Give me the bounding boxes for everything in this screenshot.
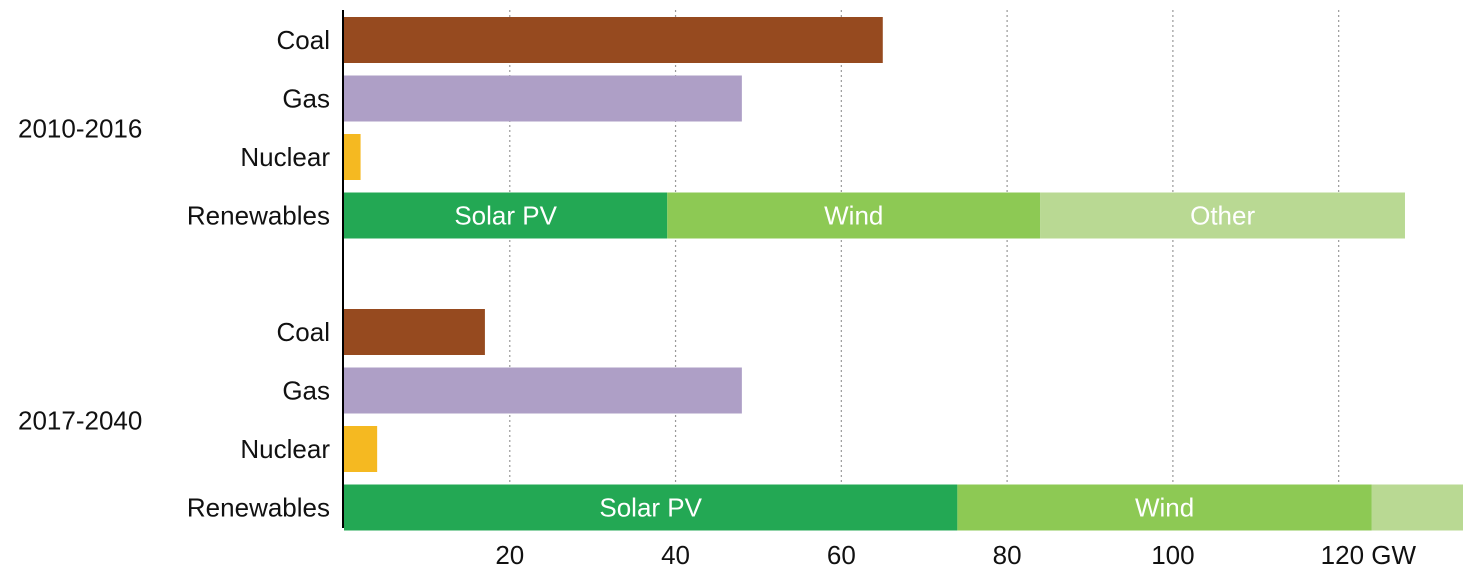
category-label: Renewables bbox=[187, 200, 330, 230]
bar-segment bbox=[1371, 484, 1463, 531]
category-label: Renewables bbox=[187, 492, 330, 522]
bar-segment bbox=[344, 484, 958, 531]
segment-label: Wind bbox=[824, 200, 883, 230]
bar-segment bbox=[344, 17, 883, 63]
bar-segment bbox=[957, 484, 1372, 531]
x-tick-label: 80 bbox=[993, 540, 1022, 570]
x-tick-label: 60 bbox=[827, 540, 856, 570]
x-tick-label: 20 bbox=[495, 540, 524, 570]
bar-segment bbox=[1040, 192, 1405, 239]
x-tick-label: 40 bbox=[661, 540, 690, 570]
bar-segment bbox=[344, 134, 361, 180]
category-label: Coal bbox=[277, 25, 330, 55]
segment-label: Solar PV bbox=[599, 492, 702, 522]
category-label: Nuclear bbox=[240, 142, 330, 172]
x-tick-label: 120 GW bbox=[1321, 540, 1417, 570]
x-tick-label: 100 bbox=[1151, 540, 1194, 570]
bar-segment bbox=[344, 426, 378, 472]
category-label: Coal bbox=[277, 317, 330, 347]
segment-label: Other bbox=[1190, 200, 1255, 230]
group-label: 2010-2016 bbox=[18, 114, 142, 144]
segment-label: Wind bbox=[1135, 492, 1194, 522]
category-label: Gas bbox=[282, 375, 330, 405]
bar-segment bbox=[344, 367, 742, 414]
segment-label: Solar PV bbox=[454, 200, 557, 230]
category-label: Nuclear bbox=[240, 434, 330, 464]
bar-segment bbox=[344, 75, 742, 122]
bar-segment bbox=[667, 192, 1041, 239]
category-label: Gas bbox=[282, 83, 330, 113]
bar-segment bbox=[344, 309, 485, 355]
bar-segment bbox=[344, 192, 668, 239]
group-label: 2017-2040 bbox=[18, 406, 142, 436]
